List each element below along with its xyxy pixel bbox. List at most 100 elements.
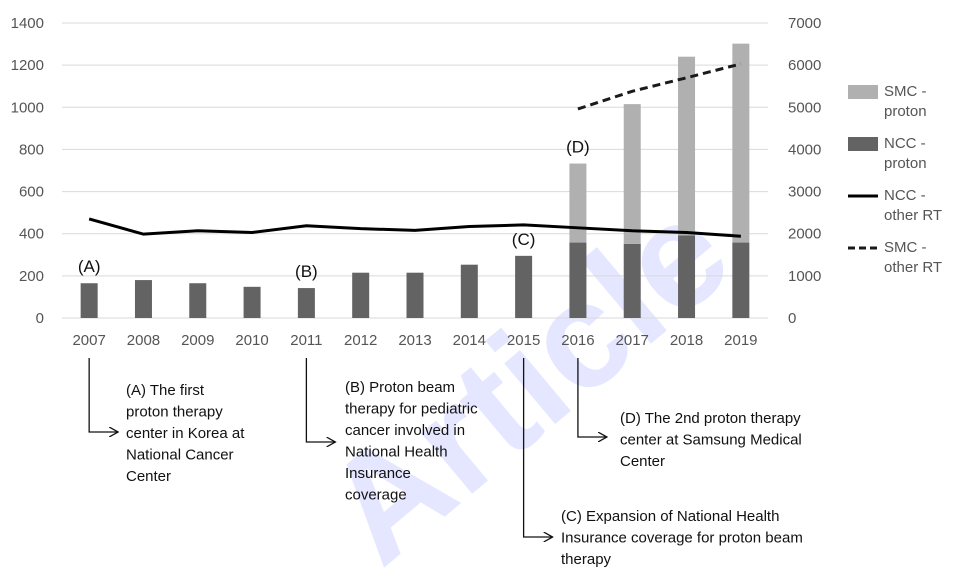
x-tick-label: 2018 (670, 332, 703, 349)
annotation-line: therapy for pediatric (345, 401, 478, 418)
bar (189, 283, 207, 318)
bar (406, 272, 424, 318)
annotation-line: National Cancer (126, 447, 234, 464)
bar (569, 242, 587, 318)
y-tick-label: 600 (19, 184, 44, 201)
left-axis-ticks: 0 200 400 600 800 1000 1200 1400 (11, 15, 44, 327)
x-tick-label: 2009 (181, 332, 214, 349)
y2-tick-label: 2000 (788, 226, 821, 243)
y-tick-label: 800 (19, 141, 44, 158)
annotation-line: coverage (345, 487, 407, 504)
annotation-arrow (577, 358, 607, 437)
y-tick-label: 1000 (11, 99, 44, 116)
annotation-line: therapy (561, 551, 612, 568)
series-line-dashed (577, 62, 742, 111)
x-tick-label: 2012 (344, 332, 377, 349)
bar (569, 163, 587, 243)
bar (297, 288, 315, 318)
annotation-line: (C) Expansion of National Health (561, 508, 779, 525)
annotation-line: (D) The 2nd proton therapy (620, 410, 801, 427)
legend-label: SMC - proton (884, 83, 927, 120)
y-tick-label: 200 (19, 268, 44, 285)
legend-label-line: other RT (884, 259, 942, 276)
legend-label-line: SMC - (884, 239, 927, 256)
event-marker-label: (B) (295, 262, 318, 281)
x-tick-label: 2014 (453, 332, 486, 349)
legend-swatch (848, 85, 878, 99)
y2-tick-label: 7000 (788, 15, 821, 32)
annotation-line: center at Samsung Medical (620, 432, 802, 449)
y-tick-label: 400 (19, 226, 44, 243)
legend-label: SMC - other RT (884, 239, 942, 276)
legend-label-line: SMC - (884, 83, 927, 100)
x-tick-label: 2010 (235, 332, 268, 349)
y-tick-label: 0 (36, 310, 44, 327)
legend-label: NCC - proton (884, 135, 927, 172)
annotation-arrow (305, 358, 335, 442)
annotation-line: National Health (345, 444, 448, 461)
annotation-arrow (522, 358, 553, 537)
legend-label-line: NCC - (884, 135, 926, 152)
bar (352, 272, 370, 318)
legend-label-line: NCC - (884, 187, 926, 204)
x-tick-label: 2015 (507, 332, 540, 349)
bar (623, 243, 641, 318)
legend-label-line: proton (884, 103, 927, 120)
event-marker-label: (A) (78, 257, 101, 276)
annotation-arrow (88, 358, 118, 432)
bar (515, 255, 533, 318)
annotation-line: center in Korea at (126, 425, 245, 442)
annotation-line: proton therapy (126, 404, 223, 421)
annotation-line: Insurance coverage for proton beam (561, 530, 803, 547)
legend-label: NCC - other RT (884, 187, 942, 224)
y2-tick-label: 5000 (788, 99, 821, 116)
right-axis-ticks: 0 1000 2000 3000 4000 5000 6000 7000 (788, 15, 821, 327)
y-tick-label: 1200 (11, 57, 44, 74)
bar (623, 104, 641, 244)
x-tick-label: 2016 (561, 332, 594, 349)
bar (460, 264, 478, 318)
annotation-text: (C) Expansion of National Health Insuranc… (561, 508, 803, 568)
y2-tick-label: 4000 (788, 141, 821, 158)
annotation-line: (B) Proton beam (345, 379, 455, 396)
event-marker-label: (C) (512, 230, 536, 249)
series-line (88, 217, 741, 238)
annotation-line: Center (126, 468, 171, 485)
y-tick-label: 1400 (11, 15, 44, 32)
x-tick-label: 2013 (398, 332, 431, 349)
x-tick-label: 2007 (72, 332, 105, 349)
y2-tick-label: 0 (788, 310, 796, 327)
event-marker-label: (D) (566, 138, 590, 157)
x-axis-ticks: 2007 2008 2009 2010 2011 2012 2013 2014 2015 2016… (72, 332, 757, 349)
annotation-text: (A) The first proton therapy center in Kor… (126, 382, 245, 485)
event-markers: (A) (B) (C) (D) (78, 138, 590, 282)
x-tick-label: 2019 (724, 332, 757, 349)
y2-tick-label: 1000 (788, 268, 821, 285)
legend-label-line: other RT (884, 207, 942, 224)
bars (80, 43, 750, 318)
legend-swatch (848, 137, 878, 151)
bar (134, 280, 152, 318)
annotations: (A) The first proton therapy center in Kor… (88, 358, 803, 568)
lines (88, 62, 742, 238)
bar (678, 56, 696, 236)
annotation-line: (A) The first (126, 382, 205, 399)
bar (243, 286, 261, 318)
annotation-text: (B) Proton beam therapy for pediatric canc… (345, 379, 478, 504)
x-tick-label: 2017 (616, 332, 649, 349)
legend-label-line: proton (884, 155, 927, 172)
y2-tick-label: 3000 (788, 184, 821, 201)
bar (80, 283, 98, 318)
bar (732, 43, 750, 243)
bar (732, 242, 750, 318)
x-tick-label: 2011 (290, 332, 322, 349)
bar (678, 235, 696, 318)
annotation-text: (D) The 2nd proton therapy center at Sams… (620, 410, 802, 470)
y2-tick-label: 6000 (788, 57, 821, 74)
annotation-line: Center (620, 453, 665, 470)
x-tick-label: 2008 (127, 332, 160, 349)
annotation-line: cancer involved in (345, 422, 465, 439)
annotation-line: Insurance (345, 465, 411, 482)
